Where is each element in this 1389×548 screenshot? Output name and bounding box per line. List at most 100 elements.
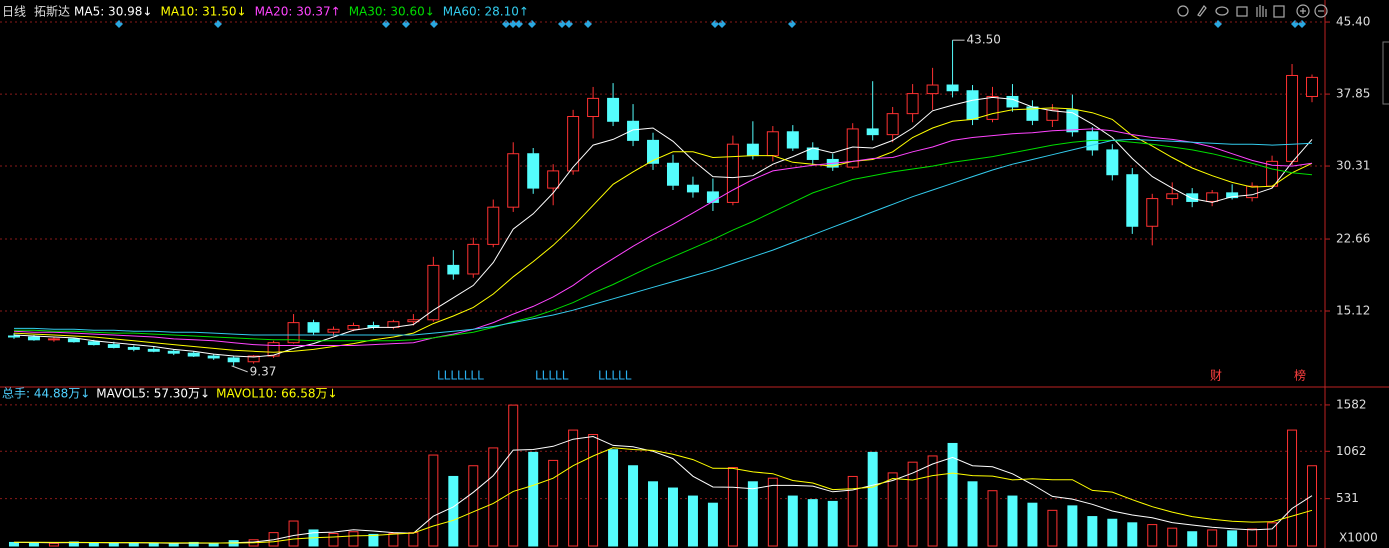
candle-body	[1066, 109, 1079, 133]
candle-body	[886, 113, 899, 136]
volume-bar	[328, 533, 339, 547]
candle-body	[607, 97, 620, 122]
volume-bar	[428, 454, 439, 547]
side-tab[interactable]	[1382, 41, 1389, 105]
volume-bar	[687, 495, 698, 547]
axis-unit: X1000	[1339, 531, 1378, 545]
legend-entry: MA60: 28.10↑	[443, 5, 529, 19]
volume-bar	[907, 461, 918, 547]
candle-body	[307, 322, 320, 333]
candle-body	[227, 357, 240, 363]
candle-body	[27, 336, 40, 341]
volume-bar	[1167, 527, 1178, 547]
candle-body	[487, 206, 500, 245]
legend-entry: MA5: 30.98↓	[74, 5, 152, 19]
zoom-in[interactable]	[1296, 4, 1310, 18]
candle-body	[287, 322, 300, 344]
page-icon[interactable]	[1273, 5, 1285, 18]
volume-bar	[48, 542, 59, 547]
volume-bar	[727, 467, 738, 547]
toolbar	[1177, 4, 1328, 18]
candle-body	[1206, 192, 1219, 202]
volume-bar	[1027, 502, 1038, 547]
period: 日线	[2, 5, 26, 19]
volume-bar	[847, 475, 858, 547]
volume-bar	[707, 502, 718, 547]
volume-bar	[1127, 522, 1138, 547]
candle-body	[467, 243, 480, 275]
volume-bar	[8, 541, 19, 547]
volume-bar	[1187, 531, 1198, 547]
candle-body	[706, 191, 719, 203]
stock-name: 拓斯达	[34, 5, 70, 19]
candle-body	[1286, 74, 1299, 162]
box-icon[interactable]	[1236, 6, 1248, 17]
candle-body	[67, 338, 80, 343]
candle-body	[1046, 109, 1059, 121]
volume-bar	[648, 481, 659, 547]
volume-bar	[767, 477, 778, 547]
candle-body	[187, 352, 200, 357]
candle-body	[167, 350, 180, 354]
panel: 1582 1062 531 总手: 44.88万↓ MAVOL5: 57.30万↓ MAV…	[0, 387, 1378, 547]
candle-body	[1126, 174, 1139, 227]
volume-bar	[1267, 522, 1278, 547]
volume-bar	[807, 499, 818, 547]
zoom-in-plus	[1300, 8, 1306, 14]
volume-bar	[388, 533, 399, 547]
candle-body	[946, 84, 959, 92]
volume-bar	[408, 532, 419, 547]
zoom-out[interactable]	[1314, 4, 1328, 18]
legend-entry: MA20: 30.37↑	[255, 5, 341, 19]
candle-body	[846, 128, 859, 168]
volume-bar	[108, 542, 119, 547]
candle-body	[966, 90, 979, 120]
candle-body	[906, 93, 919, 115]
y-tick-label: 45.40	[1336, 15, 1370, 29]
legend-entry: MAVOL10: 66.58万↓	[216, 387, 337, 401]
signal-diamond	[402, 20, 410, 28]
volume-bar	[208, 542, 219, 547]
signal-text: 财	[1210, 369, 1222, 383]
candle-body	[47, 338, 60, 341]
y-tick-label: 15.12	[1336, 303, 1370, 317]
y-tick-label: 531	[1336, 491, 1359, 505]
candle-body	[926, 84, 939, 95]
candle-body	[587, 97, 600, 118]
volume-bar	[1047, 509, 1058, 547]
volume-title: 总手: 44.88万↓	[2, 387, 90, 401]
signal-text: LLLLL	[535, 369, 569, 383]
draw-icon[interactable]	[1197, 5, 1207, 17]
ma-line	[13, 128, 1313, 346]
volume-bar	[148, 543, 159, 547]
legend-entry: MA30: 30.60↓	[349, 5, 435, 19]
volume-bar	[348, 531, 359, 547]
candle-body	[547, 170, 560, 189]
ma-line	[13, 107, 1313, 353]
volume-bar	[588, 434, 599, 547]
candle-body	[7, 335, 20, 338]
hand-icon[interactable]	[1256, 5, 1267, 17]
candle-body	[1186, 193, 1199, 202]
eye-icon[interactable]	[1215, 6, 1229, 16]
candle-body	[726, 143, 739, 203]
candle-body	[686, 184, 699, 193]
volume-bar	[1227, 530, 1238, 547]
candle-body	[1226, 192, 1239, 199]
ma-line	[14, 447, 1313, 544]
volume-bar	[288, 520, 299, 547]
candle-body	[147, 348, 160, 352]
candle-body	[647, 139, 660, 164]
signal-diamond	[502, 20, 510, 28]
volume-bar	[967, 481, 978, 547]
candle-body	[666, 162, 679, 186]
volume-bar	[787, 495, 798, 547]
settings-icon[interactable]	[1177, 5, 1189, 17]
ma-line	[14, 138, 1313, 336]
volume-bar	[528, 451, 539, 547]
volume-bar	[987, 490, 998, 547]
volume-bar	[128, 542, 139, 547]
